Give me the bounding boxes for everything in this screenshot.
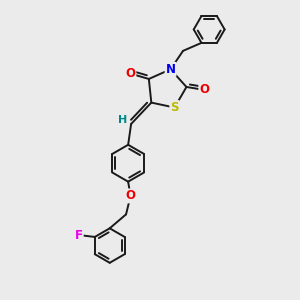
Text: O: O (125, 189, 136, 203)
Text: F: F (75, 229, 83, 242)
Text: H: H (118, 116, 127, 125)
Text: O: O (125, 67, 135, 80)
Text: N: N (166, 63, 176, 76)
Text: S: S (170, 101, 179, 114)
Text: O: O (199, 83, 209, 96)
